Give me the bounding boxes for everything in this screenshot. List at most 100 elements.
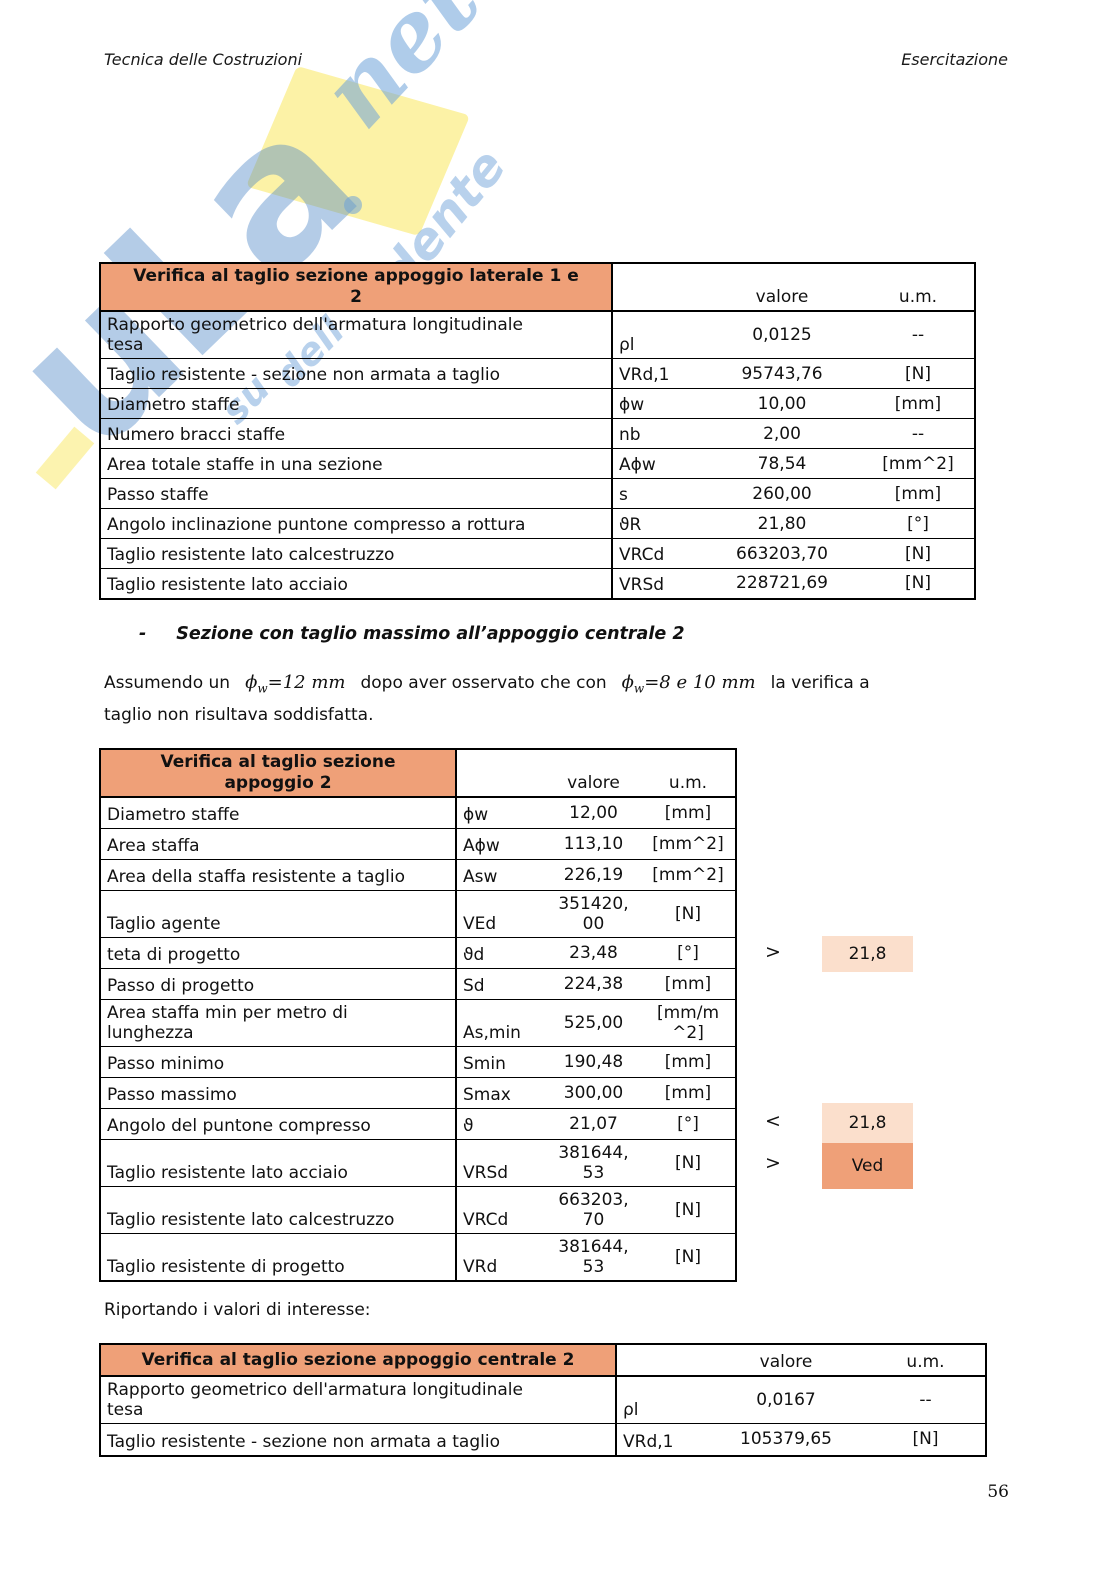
row-symbol: VRCd bbox=[455, 1185, 546, 1233]
table-row: Taglio resistente lato calcestruzzo VRCd… bbox=[100, 1185, 736, 1233]
table-row: Passo di progetto Sd 224,38 [mm] bbox=[100, 967, 736, 999]
table-verifica-appoggio-centrale: Verifica al taglio sezione appoggio cent… bbox=[99, 1343, 987, 1457]
row-unit: [N] bbox=[866, 1423, 986, 1456]
row-label: Rapporto geometrico dell'armatura longit… bbox=[100, 1375, 616, 1424]
table-row: Passo staffe s 260,00 [mm] bbox=[100, 478, 975, 509]
row-label: Passo di progetto bbox=[100, 967, 456, 999]
lead-text: Riportando i valori di interesse: bbox=[104, 1300, 371, 1320]
row-symbol: VRd,1 bbox=[615, 1423, 706, 1456]
row-value: 12,00 bbox=[546, 796, 641, 828]
row-label: Taglio resistente lato acciaio bbox=[100, 568, 612, 599]
table-header-row: Verifica al taglio sezione appoggio 2 va… bbox=[100, 749, 736, 798]
row-symbol: Smin bbox=[455, 1045, 546, 1077]
row-unit: [N] bbox=[862, 358, 975, 389]
row-label: Angolo del puntone compresso bbox=[100, 1107, 456, 1139]
row-value: 0,0167 bbox=[706, 1375, 866, 1424]
paragraph-text: la verifica a bbox=[770, 673, 870, 693]
table-row: Diametro staffe ϕw 10,00 [mm] bbox=[100, 388, 975, 419]
row-symbol: s bbox=[611, 478, 702, 509]
section-heading: - Sezione con taglio massimo all’appoggi… bbox=[139, 624, 685, 644]
row-symbol: ϑd bbox=[455, 936, 546, 968]
row-value: 105379,65 bbox=[706, 1423, 866, 1456]
row-symbol: nb bbox=[611, 418, 702, 449]
row-unit: [mm^2] bbox=[641, 858, 736, 890]
row-unit: [mm] bbox=[641, 1076, 736, 1108]
table-row: Taglio resistente lato acciaio VRSd 3816… bbox=[100, 1138, 736, 1186]
row-unit: [N] bbox=[641, 1185, 736, 1233]
row-label: Taglio resistente lato calcestruzzo bbox=[100, 1185, 456, 1233]
row-symbol: ϕw bbox=[611, 388, 702, 419]
column-header-valore: valore bbox=[546, 749, 641, 798]
header-spacer bbox=[611, 263, 702, 312]
table-row: Taglio resistente lato acciaio VRSd 2287… bbox=[100, 568, 975, 599]
row-unit: [mm^2] bbox=[641, 827, 736, 859]
column-header-um: u.m. bbox=[641, 749, 736, 798]
row-unit: [mm] bbox=[641, 967, 736, 999]
row-label: Angolo inclinazione puntone compresso a … bbox=[100, 508, 612, 539]
row-label: Area totale staffe in una sezione bbox=[100, 448, 612, 479]
row-value: 2,00 bbox=[702, 418, 862, 449]
section-bullet: - bbox=[139, 624, 147, 644]
table-title: Verifica al taglio sezione appoggio late… bbox=[100, 263, 612, 312]
row-symbol: Smax bbox=[455, 1076, 546, 1108]
comparison-operator: < bbox=[765, 1110, 781, 1132]
header-left: Tecnica delle Costruzioni bbox=[104, 50, 303, 69]
row-unit: [mm] bbox=[641, 1045, 736, 1077]
row-label: Area staffa bbox=[100, 827, 456, 859]
row-value: 95743,76 bbox=[702, 358, 862, 389]
row-value: 78,54 bbox=[702, 448, 862, 479]
highlight-value-box: 21,8 bbox=[822, 1103, 913, 1143]
formula-phi-w-12mm: ϕw=12 mm bbox=[245, 672, 346, 696]
row-symbol: As,min bbox=[455, 998, 546, 1046]
row-value: 10,00 bbox=[702, 388, 862, 419]
row-label: Taglio resistente di progetto bbox=[100, 1232, 456, 1281]
header-right: Esercitazione bbox=[901, 50, 1008, 69]
row-symbol: Asw bbox=[455, 858, 546, 890]
row-value: 663203, 70 bbox=[546, 1185, 641, 1233]
table-row: Area della staffa resistente a taglio As… bbox=[100, 858, 736, 890]
row-value: 351420, 00 bbox=[546, 889, 641, 937]
row-unit: [N] bbox=[641, 1232, 736, 1281]
row-value: 21,07 bbox=[546, 1107, 641, 1139]
row-unit: [mm] bbox=[641, 796, 736, 828]
row-value: 300,00 bbox=[546, 1076, 641, 1108]
row-label: Taglio resistente - sezione non armata a… bbox=[100, 1423, 616, 1456]
table-row: Rapporto geometrico dell'armatura longit… bbox=[100, 1375, 986, 1424]
column-header-valore: valore bbox=[702, 263, 862, 312]
row-label: Rapporto geometrico dell'armatura longit… bbox=[100, 310, 612, 359]
header-spacer bbox=[455, 749, 546, 798]
row-label: Diametro staffe bbox=[100, 796, 456, 828]
row-symbol: VRSd bbox=[455, 1138, 546, 1186]
row-value: 113,10 bbox=[546, 827, 641, 859]
row-symbol: Aϕw bbox=[455, 827, 546, 859]
page-number: 56 bbox=[987, 1482, 1009, 1502]
row-label: Taglio agente bbox=[100, 889, 456, 937]
header-spacer bbox=[615, 1344, 706, 1377]
row-unit: [°] bbox=[862, 508, 975, 539]
table-header-row: Verifica al taglio sezione appoggio late… bbox=[100, 263, 975, 312]
row-value: 381644, 53 bbox=[546, 1138, 641, 1186]
row-label: Area della staffa resistente a taglio bbox=[100, 858, 456, 890]
table-row: Taglio resistente di progetto VRd 381644… bbox=[100, 1232, 736, 1281]
row-label: Taglio resistente lato calcestruzzo bbox=[100, 538, 612, 569]
row-value: 190,48 bbox=[546, 1045, 641, 1077]
formula-phi-w-8e10mm: ϕw=8 e 10 mm bbox=[621, 672, 756, 696]
row-value: 224,38 bbox=[546, 967, 641, 999]
row-unit: [N] bbox=[862, 538, 975, 569]
row-unit: [N] bbox=[862, 568, 975, 599]
table-row: Taglio agente VEd 351420, 00 [N] bbox=[100, 889, 736, 937]
paragraph: Assumendo un ϕw=12 mm dopo aver osservato … bbox=[104, 670, 1044, 728]
table-verifica-appoggio-laterale: Verifica al taglio sezione appoggio late… bbox=[99, 262, 976, 600]
table-verifica-appoggio-2: Verifica al taglio sezione appoggio 2 va… bbox=[99, 748, 737, 1282]
row-unit: [N] bbox=[641, 1138, 736, 1186]
paragraph-line-2: taglio non risultava soddisfatta. bbox=[104, 704, 374, 725]
row-unit: [°] bbox=[641, 1107, 736, 1139]
row-symbol: ρl bbox=[611, 310, 702, 359]
table-row: Diametro staffe ϕw 12,00 [mm] bbox=[100, 796, 736, 828]
paragraph-text: Assumendo un bbox=[104, 673, 231, 693]
row-unit: [mm/m ^2] bbox=[641, 998, 736, 1046]
table-row: Area staffa Aϕw 113,10 [mm^2] bbox=[100, 827, 736, 859]
row-label: Passo minimo bbox=[100, 1045, 456, 1077]
